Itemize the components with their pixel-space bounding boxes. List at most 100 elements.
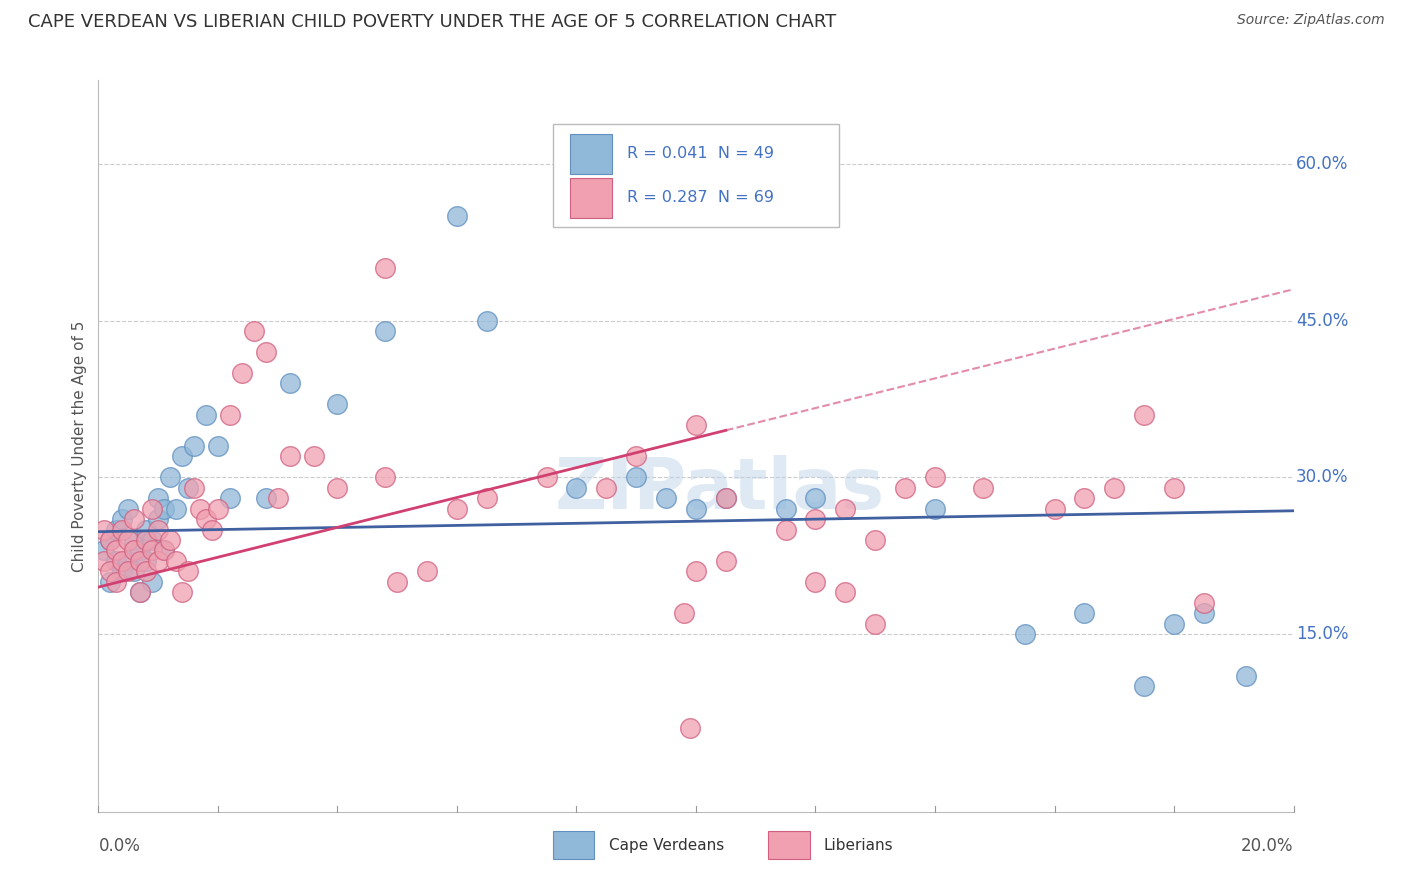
Point	[804, 491, 827, 506]
Point	[117, 533, 139, 547]
Point	[148, 523, 170, 537]
Point	[475, 491, 498, 506]
Point	[278, 450, 301, 464]
Point	[98, 533, 122, 547]
Text: 0.0%: 0.0%	[98, 838, 141, 855]
Point	[1014, 627, 1036, 641]
Text: 20.0%: 20.0%	[1241, 838, 1294, 855]
Text: Cape Verdeans: Cape Verdeans	[609, 838, 724, 853]
Point	[685, 418, 707, 433]
Point	[1133, 408, 1156, 422]
Point	[267, 491, 290, 506]
Y-axis label: Child Poverty Under the Age of 5: Child Poverty Under the Age of 5	[72, 320, 87, 572]
Point	[188, 501, 211, 516]
Point	[775, 523, 797, 537]
Point	[1133, 679, 1156, 693]
Point	[159, 470, 181, 484]
Point	[111, 512, 134, 526]
Point	[1073, 491, 1095, 506]
Point	[172, 450, 194, 464]
Point	[416, 565, 439, 579]
Point	[148, 512, 170, 526]
Point	[655, 491, 678, 506]
Point	[111, 554, 134, 568]
Point	[624, 450, 647, 464]
Point	[124, 533, 146, 547]
Point	[374, 261, 396, 276]
FancyBboxPatch shape	[553, 831, 595, 859]
Point	[98, 533, 122, 547]
Point	[177, 565, 200, 579]
Point	[865, 533, 887, 547]
Text: 30.0%: 30.0%	[1296, 468, 1348, 486]
Point	[924, 501, 946, 516]
Point	[326, 397, 349, 411]
Point	[894, 481, 917, 495]
Point	[624, 470, 647, 484]
Point	[153, 501, 176, 516]
Text: 15.0%: 15.0%	[1296, 625, 1348, 643]
FancyBboxPatch shape	[571, 134, 613, 174]
Point	[105, 523, 128, 537]
Point	[254, 345, 277, 359]
Point	[135, 554, 157, 568]
Point	[159, 533, 181, 547]
Point	[865, 616, 887, 631]
Point	[374, 470, 396, 484]
Point	[129, 585, 152, 599]
Point	[536, 470, 558, 484]
Point	[685, 565, 707, 579]
Point	[129, 585, 152, 599]
FancyBboxPatch shape	[571, 178, 613, 218]
Point	[714, 491, 737, 506]
Point	[183, 481, 205, 495]
Point	[804, 574, 827, 589]
Text: Source: ZipAtlas.com: Source: ZipAtlas.com	[1237, 13, 1385, 28]
Point	[302, 450, 325, 464]
Point	[93, 523, 115, 537]
Point	[111, 565, 134, 579]
Point	[105, 574, 128, 589]
Point	[177, 481, 200, 495]
Point	[1043, 501, 1066, 516]
Point	[93, 543, 115, 558]
Text: 60.0%: 60.0%	[1296, 155, 1348, 173]
Point	[141, 501, 163, 516]
Text: 45.0%: 45.0%	[1296, 311, 1348, 330]
Point	[673, 606, 696, 620]
Point	[105, 543, 128, 558]
Point	[385, 574, 409, 589]
Point	[124, 543, 146, 558]
Point	[135, 523, 157, 537]
Text: R = 0.041  N = 49: R = 0.041 N = 49	[627, 146, 773, 161]
Point	[446, 501, 468, 516]
Point	[141, 533, 163, 547]
Point	[183, 439, 205, 453]
Point	[254, 491, 277, 506]
Point	[165, 554, 187, 568]
Point	[685, 501, 707, 516]
Point	[972, 481, 994, 495]
Point	[374, 324, 396, 338]
Point	[141, 574, 163, 589]
Point	[124, 512, 146, 526]
Point	[565, 481, 588, 495]
Point	[1192, 606, 1215, 620]
Point	[775, 501, 797, 516]
Point	[93, 554, 115, 568]
Point	[135, 565, 157, 579]
Point	[834, 501, 856, 516]
Point	[714, 554, 737, 568]
Point	[98, 574, 122, 589]
Point	[219, 408, 242, 422]
Point	[231, 366, 253, 380]
Point	[1104, 481, 1126, 495]
Point	[165, 501, 187, 516]
Point	[475, 313, 498, 327]
Point	[219, 491, 242, 506]
Text: CAPE VERDEAN VS LIBERIAN CHILD POVERTY UNDER THE AGE OF 5 CORRELATION CHART: CAPE VERDEAN VS LIBERIAN CHILD POVERTY U…	[28, 13, 837, 31]
Point	[153, 543, 176, 558]
Point	[105, 554, 128, 568]
Point	[446, 209, 468, 223]
Point	[172, 585, 194, 599]
